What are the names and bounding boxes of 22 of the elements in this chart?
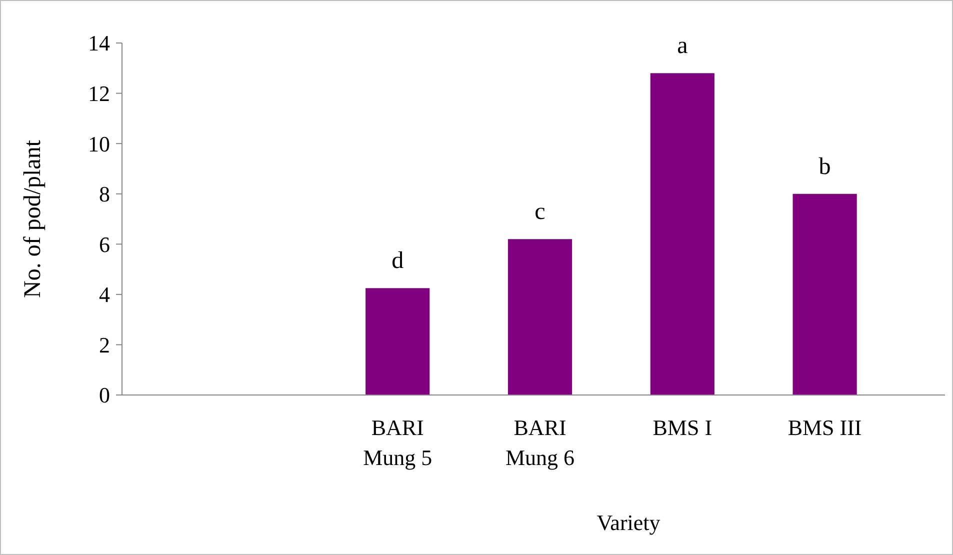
x-tick-label: BARI Mung 6 [505,415,575,470]
x-tick-label: BARI Mung 5 [363,415,432,470]
y-tick-label: 14 [88,30,110,56]
bar [366,288,430,395]
annotation: d [392,248,404,274]
annotation: c [534,199,546,226]
bar [650,73,714,395]
annotation: a [677,33,688,60]
bar [792,194,857,395]
y-tick-label: 8 [99,182,110,207]
annotation: b [818,154,831,180]
y-tick-label: 12 [88,80,110,106]
y-tick-label: 0 [99,382,110,408]
x-axis-title: Variety [596,510,660,535]
y-tick-label: 4 [99,282,110,308]
y-tick-label: 10 [88,131,110,156]
y-tick-label: 2 [99,332,110,358]
x-tick-label: BMS III [788,415,862,440]
bar [508,239,572,395]
y-tick-label: 6 [99,232,110,257]
x-tick-label: BMS I [652,415,712,440]
y-axis-title: No. of pod/plant [20,140,46,298]
